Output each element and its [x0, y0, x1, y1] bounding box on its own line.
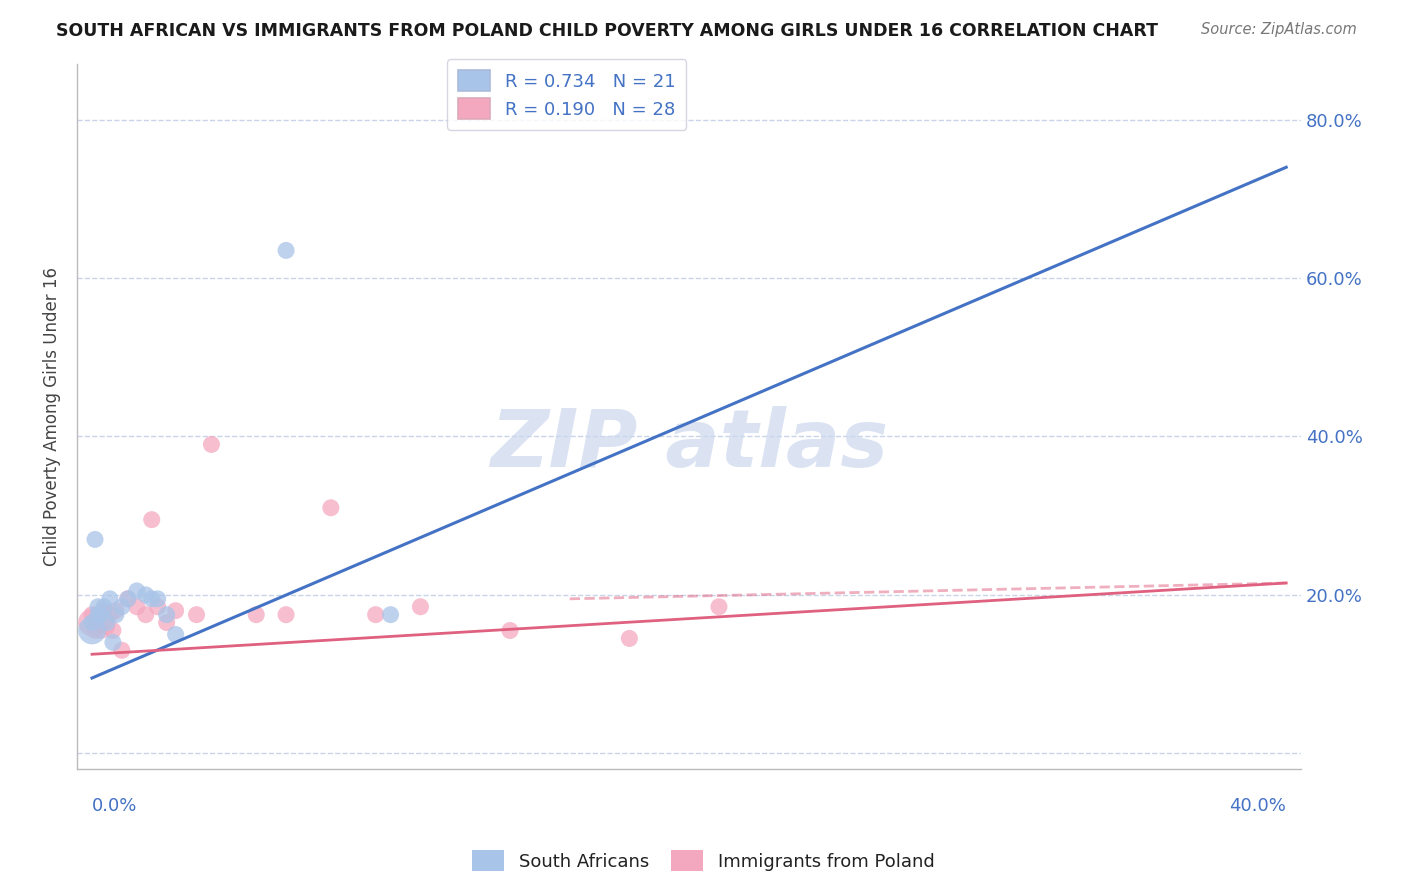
Point	[90, 607, 112, 622]
Point	[80, 615, 103, 630]
Point	[707, 599, 730, 614]
Point	[80, 624, 103, 638]
Point	[111, 643, 134, 657]
Point	[87, 599, 110, 614]
Point	[87, 607, 110, 622]
Point	[319, 500, 342, 515]
Point	[90, 624, 112, 638]
Point	[165, 604, 187, 618]
Point	[135, 588, 157, 602]
Point	[156, 615, 179, 630]
Point	[101, 624, 124, 638]
Point	[125, 599, 148, 614]
Point	[84, 533, 107, 547]
Point	[156, 607, 179, 622]
Point	[200, 437, 222, 451]
Point	[165, 627, 187, 641]
Point	[80, 615, 103, 630]
Point	[364, 607, 387, 622]
Point	[98, 591, 121, 606]
Point	[93, 604, 115, 618]
Legend: R = 0.734   N = 21, R = 0.190   N = 28: R = 0.734 N = 21, R = 0.190 N = 28	[447, 59, 686, 130]
Point	[499, 624, 522, 638]
Point	[409, 599, 432, 614]
Text: 0.0%: 0.0%	[91, 797, 138, 815]
Legend: South Africans, Immigrants from Poland: South Africans, Immigrants from Poland	[464, 843, 942, 879]
Point	[87, 615, 110, 630]
Text: 40.0%: 40.0%	[1229, 797, 1286, 815]
Point	[84, 624, 107, 638]
Point	[104, 604, 127, 618]
Point	[125, 583, 148, 598]
Point	[146, 591, 169, 606]
Point	[104, 607, 127, 622]
Text: Source: ZipAtlas.com: Source: ZipAtlas.com	[1201, 22, 1357, 37]
Point	[93, 599, 115, 614]
Point	[619, 632, 641, 646]
Point	[274, 244, 297, 258]
Text: ZIP atlas: ZIP atlas	[491, 406, 889, 483]
Point	[111, 599, 134, 614]
Point	[274, 607, 297, 622]
Point	[135, 607, 157, 622]
Point	[186, 607, 208, 622]
Y-axis label: Child Poverty Among Girls Under 16: Child Poverty Among Girls Under 16	[44, 268, 60, 566]
Point	[245, 607, 267, 622]
Point	[146, 599, 169, 614]
Point	[117, 591, 139, 606]
Point	[141, 591, 163, 606]
Point	[117, 591, 139, 606]
Text: SOUTH AFRICAN VS IMMIGRANTS FROM POLAND CHILD POVERTY AMONG GIRLS UNDER 16 CORRE: SOUTH AFRICAN VS IMMIGRANTS FROM POLAND …	[56, 22, 1159, 40]
Point	[80, 607, 103, 622]
Point	[101, 635, 124, 649]
Point	[98, 607, 121, 622]
Point	[141, 513, 163, 527]
Point	[96, 619, 118, 633]
Point	[380, 607, 402, 622]
Point	[96, 615, 118, 630]
